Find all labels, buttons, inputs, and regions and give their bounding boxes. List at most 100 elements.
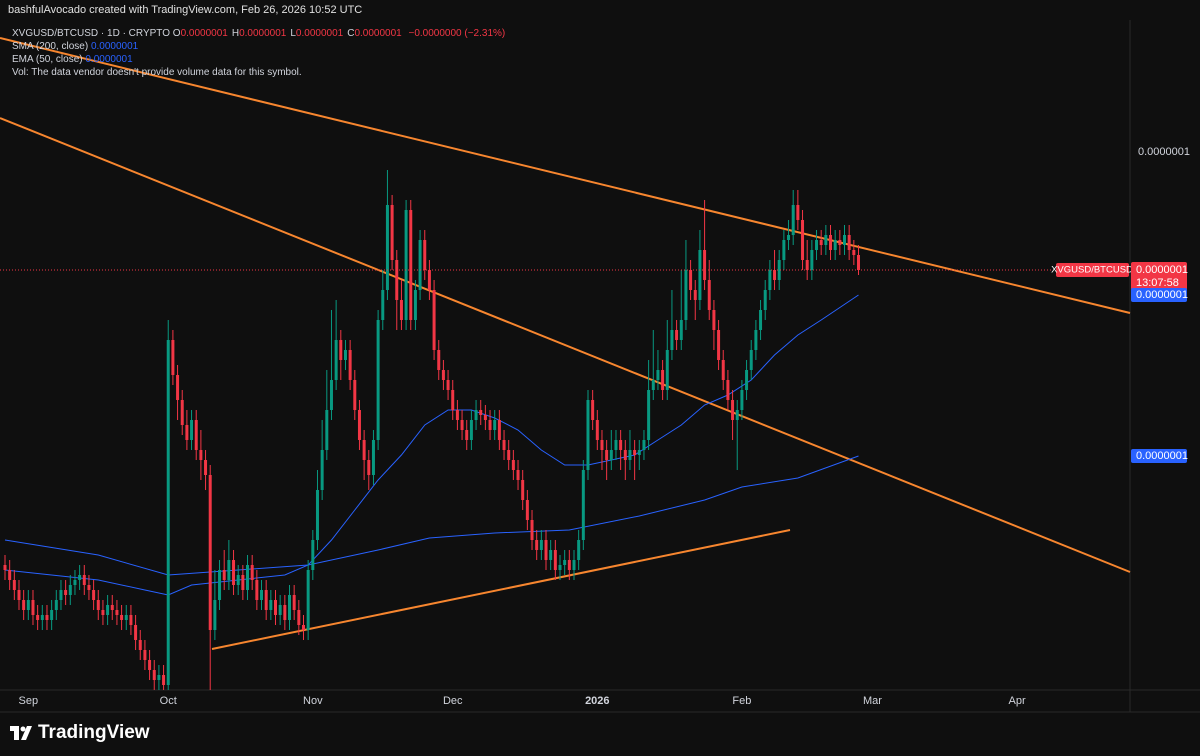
trend-line	[0, 117, 1131, 573]
candle-body	[656, 370, 660, 380]
candle-body	[283, 605, 287, 620]
candle-body	[535, 540, 539, 550]
candle-body	[749, 350, 753, 370]
candle-body	[437, 350, 441, 370]
candle-body	[605, 450, 609, 460]
candle-body	[787, 235, 791, 240]
countdown: 13:07:58	[1136, 277, 1179, 289]
candle-body	[791, 205, 795, 235]
candle-body	[329, 380, 333, 410]
volume-note: Vol: The data vendor doesn't provide vol…	[12, 67, 302, 78]
candle-body	[455, 410, 459, 420]
x-tick-label: Mar	[863, 695, 882, 707]
x-tick-label: Oct	[160, 695, 177, 707]
candle-body	[703, 250, 707, 280]
legend-row: XVGUSD/BTCUSD · 1D · CRYPTO O0.0000001 H0…	[12, 27, 505, 40]
candle-body	[511, 460, 515, 470]
ohlc-key: H	[231, 28, 240, 39]
candle-body	[311, 540, 315, 570]
ohlc-value: 0.0000001	[239, 28, 287, 39]
candle-body	[815, 240, 819, 250]
candle-body	[619, 440, 623, 450]
indicator-value: 0.0000001	[90, 41, 139, 52]
candle-body	[213, 600, 217, 630]
candle-body	[166, 340, 170, 685]
candle-body	[36, 615, 40, 620]
candle-body	[856, 255, 860, 270]
candle-body	[96, 600, 100, 610]
candle-body	[838, 240, 842, 245]
candle-body	[693, 290, 697, 300]
candle-body	[50, 610, 54, 620]
legend-row: EMA (50, close) 0.0000001	[12, 53, 505, 66]
indicator-value: 0.0000001	[85, 54, 133, 65]
candle-body	[418, 240, 422, 290]
candle-body	[204, 460, 208, 475]
candle-body	[12, 580, 16, 590]
candle-body	[609, 450, 613, 460]
candle-body	[124, 615, 128, 620]
x-tick-label: Apr	[1009, 695, 1026, 707]
ohlc-key: O	[172, 28, 181, 39]
candle-body	[180, 400, 184, 425]
candle-body	[483, 415, 487, 420]
candle-body	[712, 310, 716, 330]
candle-body	[754, 330, 758, 350]
candle-body	[292, 595, 296, 610]
symbol-tag-text: XVGUSD/BTCUSD	[1051, 265, 1133, 276]
candle-body	[82, 575, 86, 585]
candle-body	[409, 210, 413, 320]
candle-body	[325, 410, 329, 450]
candle-body	[395, 260, 399, 300]
candle-body	[549, 550, 553, 560]
candle-body	[218, 570, 222, 600]
candle-body	[376, 320, 380, 440]
logo-icon	[10, 726, 32, 740]
candle-body	[502, 440, 506, 450]
candle-body	[176, 375, 180, 400]
candle-body	[260, 590, 264, 600]
legend-row: SMA (200, close) 0.0000001	[12, 40, 505, 53]
candle-body	[357, 410, 361, 440]
candle-body	[134, 625, 138, 640]
candle-body	[45, 615, 49, 620]
candle-body	[306, 570, 310, 630]
candle-body	[796, 205, 800, 220]
candle-body	[810, 250, 814, 270]
candle-body	[334, 340, 338, 380]
candle-body	[40, 615, 44, 620]
candle-body	[157, 675, 161, 680]
candle-body	[287, 595, 291, 620]
candle-body	[68, 585, 72, 595]
candle-body	[773, 270, 777, 280]
candle-body	[190, 420, 194, 440]
candle-body	[17, 590, 21, 600]
candle-body	[698, 250, 702, 300]
candle-body	[78, 575, 82, 580]
x-tick-label: Sep	[19, 695, 39, 707]
candle-body	[162, 675, 166, 685]
candle-body	[129, 615, 133, 625]
candle-body	[731, 400, 735, 420]
candle-body	[469, 420, 473, 440]
ohlc-value: 0.0000001	[180, 28, 228, 39]
candle-body	[521, 480, 525, 500]
candle-body	[763, 290, 767, 310]
ohlc-key: L	[290, 28, 296, 39]
candle-body	[241, 575, 245, 590]
indicator-line	[4, 455, 859, 576]
candle-body	[264, 590, 268, 610]
candle-body	[801, 220, 805, 260]
candle-body	[171, 340, 175, 375]
candle-body	[255, 580, 259, 600]
candle-body	[759, 310, 763, 330]
candle-body	[740, 390, 744, 410]
x-tick-label: Nov	[303, 695, 323, 707]
candle-body	[726, 380, 730, 400]
candle-body	[22, 600, 26, 610]
candle-body	[717, 330, 721, 360]
candle-body	[507, 450, 511, 460]
candle-body	[106, 605, 110, 615]
candle-body	[232, 560, 236, 585]
candle-body	[432, 290, 436, 350]
